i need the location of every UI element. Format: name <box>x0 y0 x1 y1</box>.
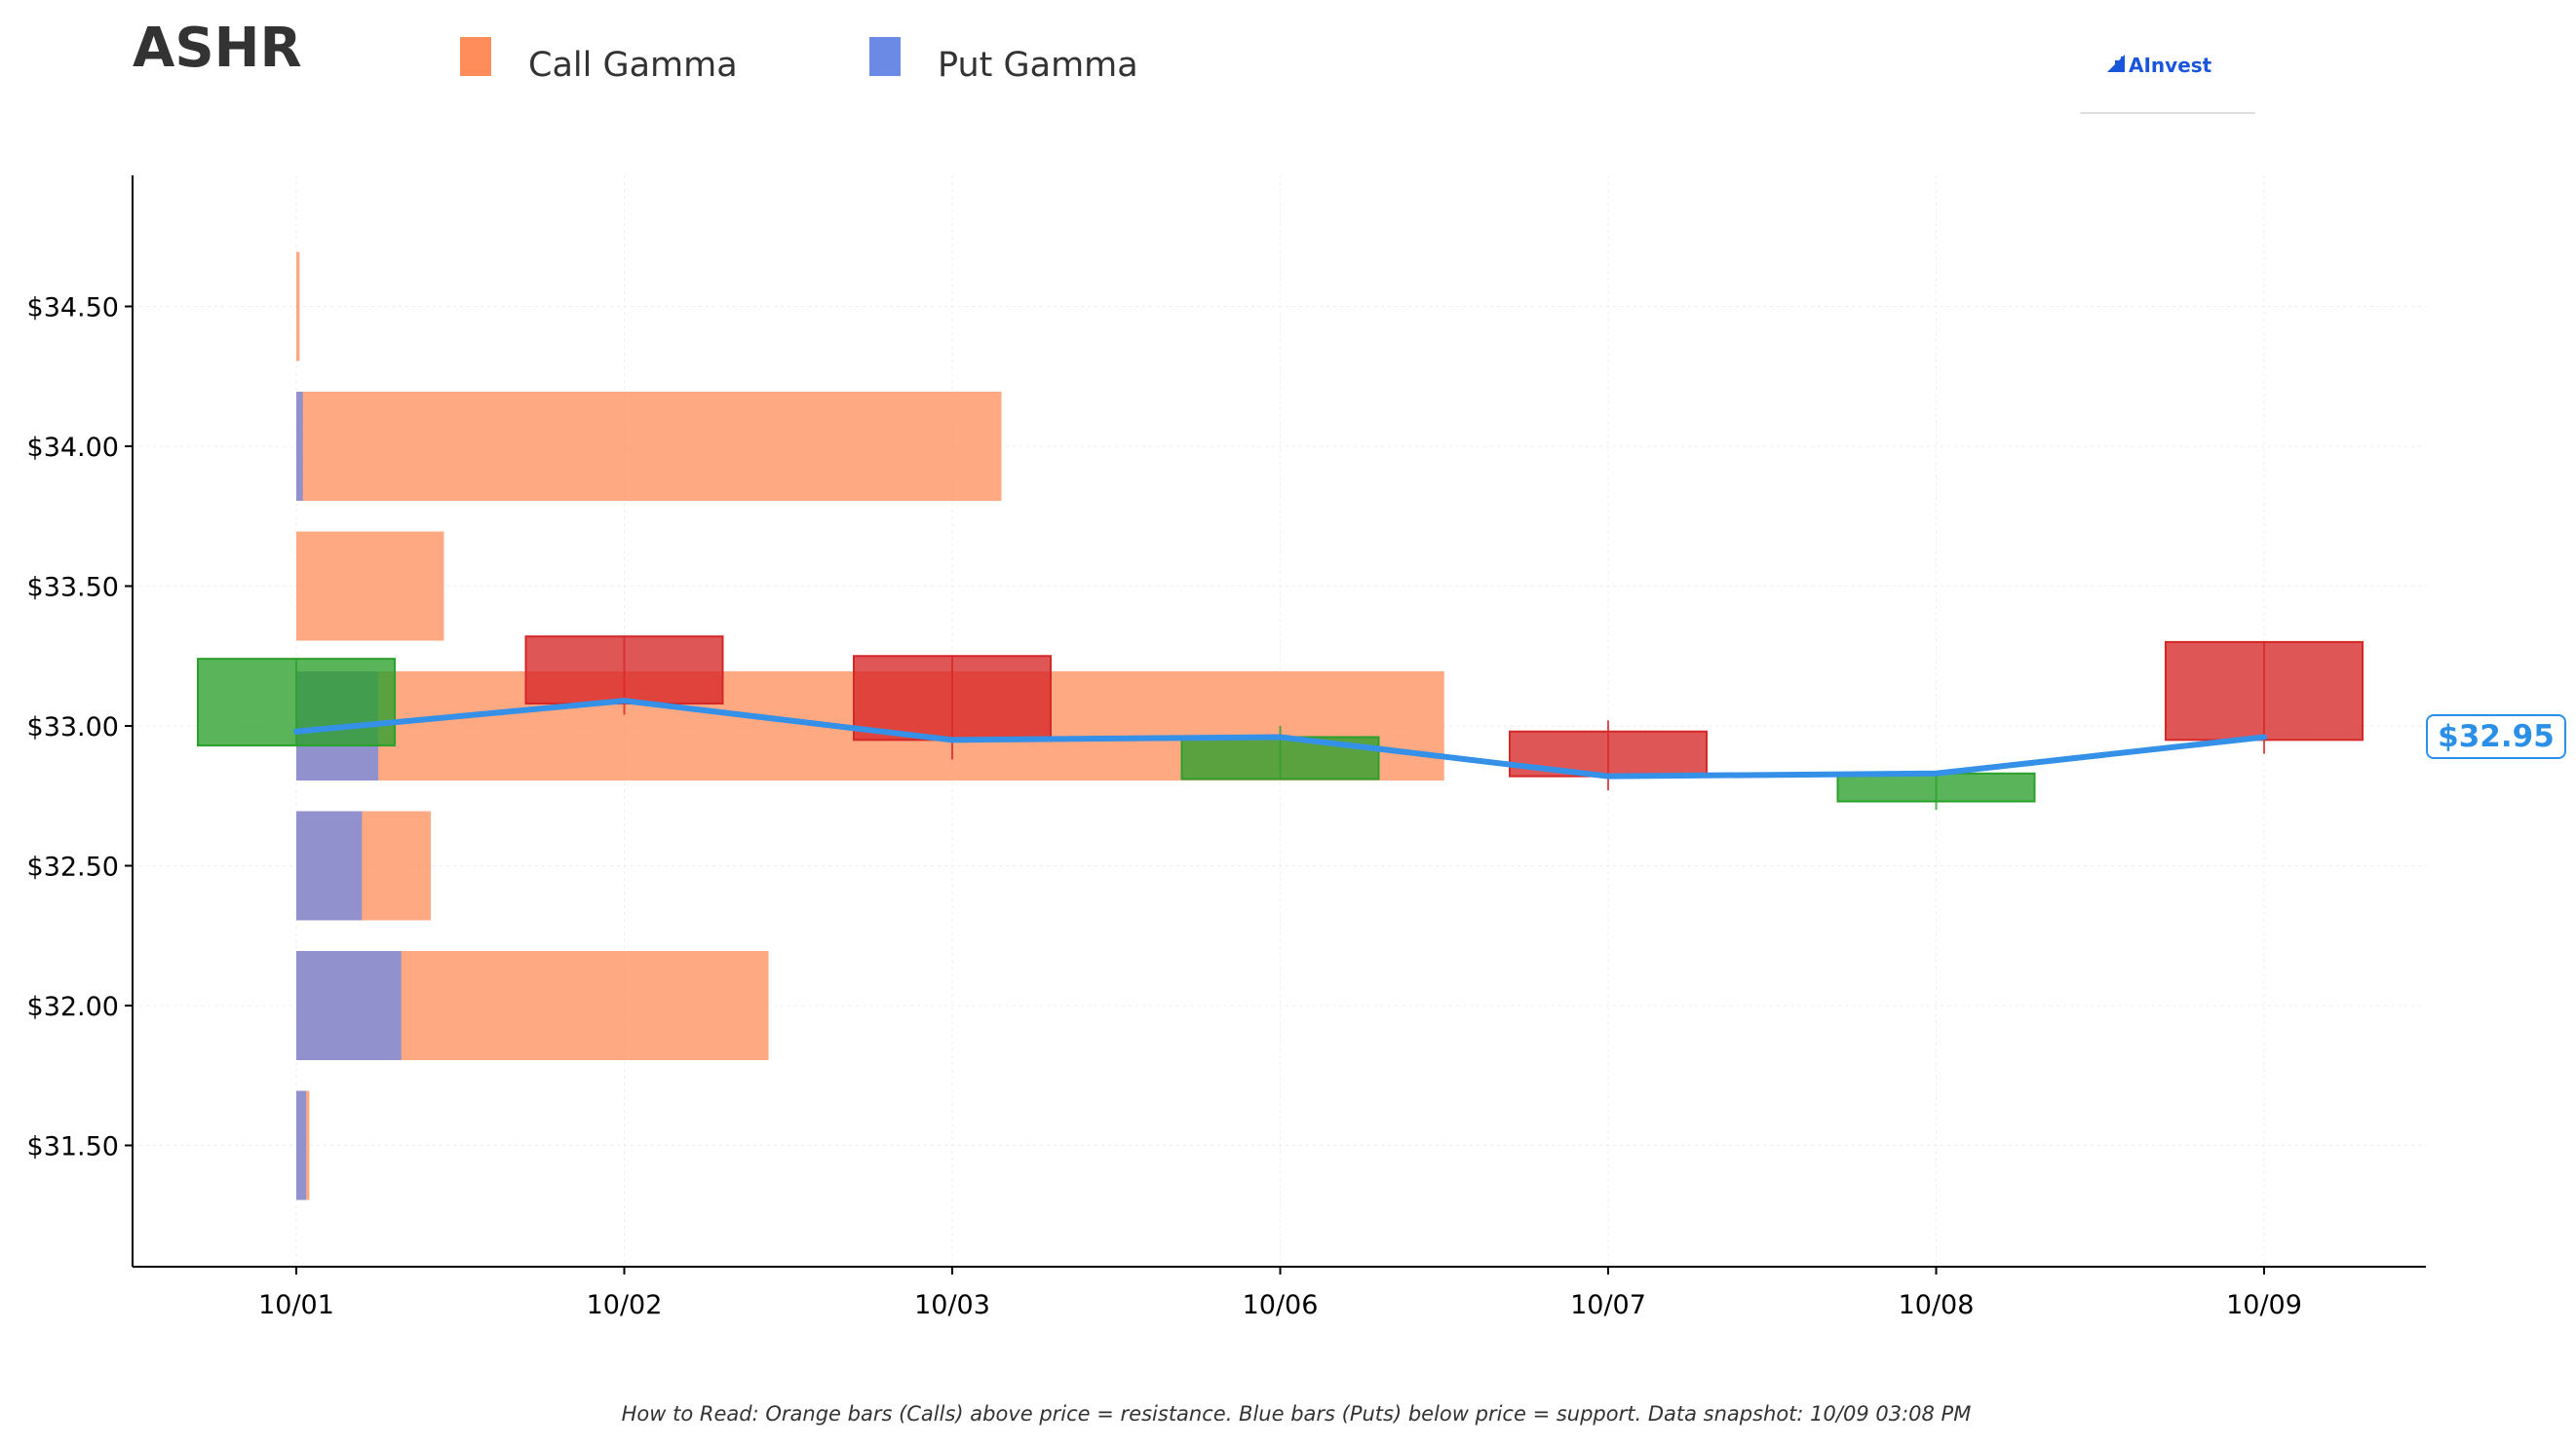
current-price-box <box>2426 714 2566 759</box>
logo-text: AInvest <box>2129 54 2212 77</box>
candle-body <box>2165 640 2364 742</box>
put-gamma-bar <box>296 811 363 921</box>
y-tick-label: $31.50 <box>27 1132 119 1162</box>
current-price-tag: $32.95 <box>2426 714 2566 759</box>
y-tick-label: $34.50 <box>27 293 119 323</box>
legend-swatch-call <box>460 37 491 76</box>
x-tick-label: 10/08 <box>1899 1290 1975 1320</box>
y-tick-label: $34.00 <box>27 433 119 463</box>
x-tick-label: 10/06 <box>1243 1290 1319 1320</box>
ainvest-logo: AInvest <box>2080 54 2255 114</box>
legend: Call Gamma Put Gamma <box>460 37 1138 85</box>
x-tick-label: 10/02 <box>587 1290 663 1320</box>
price-line <box>293 698 2267 780</box>
ticker-title: ASHR <box>133 17 302 80</box>
x-tick-label: 10/07 <box>1570 1290 1646 1320</box>
y-tick-label: $32.00 <box>27 992 119 1022</box>
put-gamma-bar <box>296 951 402 1060</box>
call-gamma-bar <box>296 392 1002 501</box>
candle-body <box>524 635 724 705</box>
price-line-group <box>293 698 2267 780</box>
x-tick-label: 10/09 <box>2226 1290 2302 1320</box>
legend-label-put: Put Gamma <box>938 46 1138 85</box>
legend-swatch-put <box>869 37 901 76</box>
put-gamma-bar <box>296 392 303 501</box>
call-gamma-bar <box>296 531 444 641</box>
y-tick-label: $33.50 <box>27 573 119 603</box>
candle-body <box>1836 772 2036 803</box>
candle-body <box>853 655 1052 742</box>
y-tick-label: $33.00 <box>27 712 119 742</box>
chart-logo-icon <box>2107 55 2125 72</box>
current-price-label: $32.95 <box>2438 719 2555 754</box>
legend-label-call: Call Gamma <box>528 46 738 85</box>
x-tick-label: 10/03 <box>914 1290 990 1320</box>
x-tick-label: 10/01 <box>258 1290 334 1320</box>
y-tick-label: $32.50 <box>27 853 119 883</box>
put-gamma-bar <box>296 1090 307 1200</box>
call-gamma-bar <box>296 251 300 362</box>
axes: 10/01 10/02 10/03 10/06 10/07 10/08 10/09 $31.5… <box>27 175 2426 1320</box>
footnote: How to Read: Orange bars (Calls) above p… <box>622 1402 1972 1426</box>
